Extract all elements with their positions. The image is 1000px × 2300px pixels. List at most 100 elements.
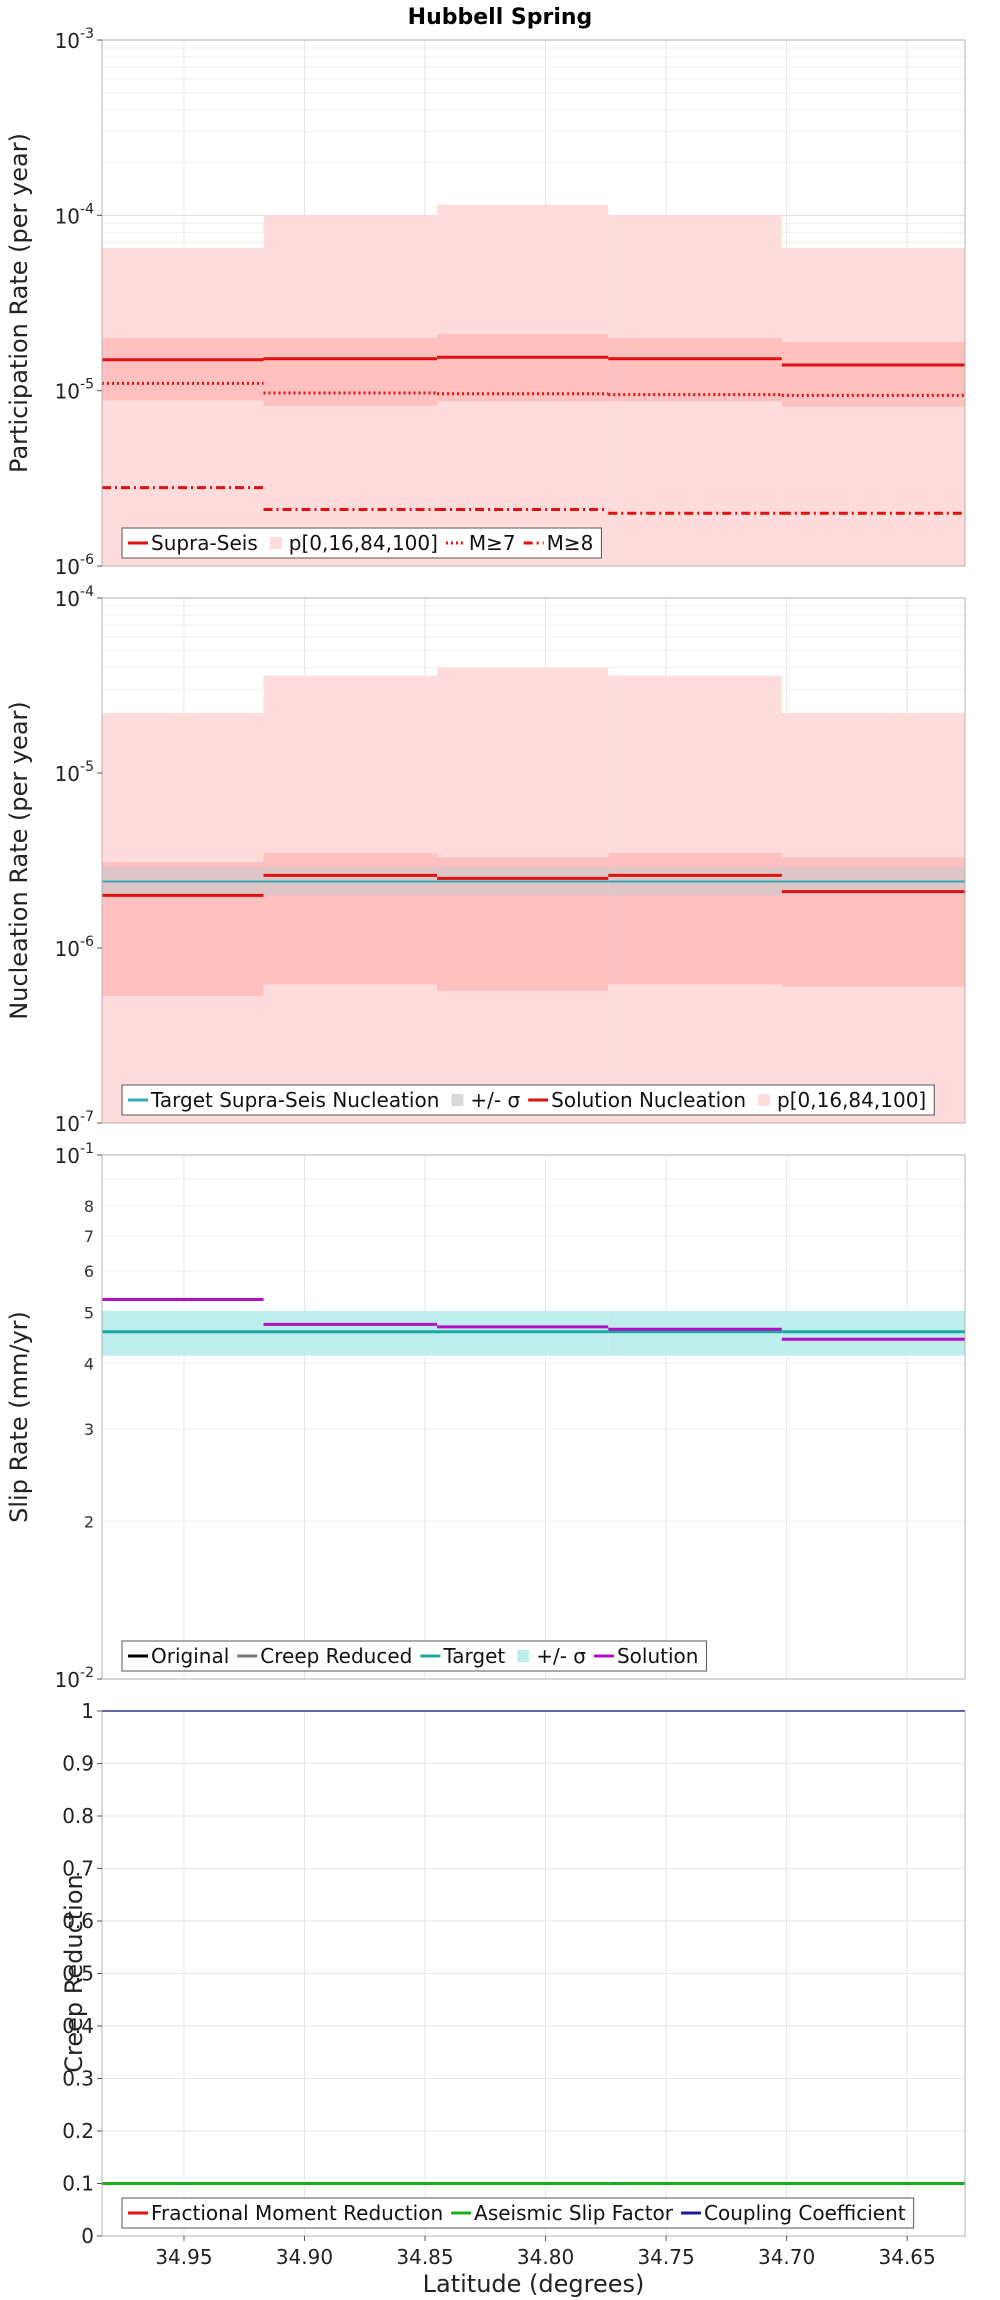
- legend-label: Fractional Moment Reduction: [151, 2201, 443, 2225]
- y-tick-label: 10-1: [55, 1141, 94, 1168]
- legend: Original Creep Reduced Target +/- σ Solution: [121, 1640, 707, 1672]
- band-segment: [781, 248, 965, 566]
- y-tick-label: 0.8: [62, 1804, 94, 1828]
- legend-label: Creep Reduced: [260, 1644, 412, 1668]
- legend-item: Aseismic Slip Factor: [451, 2201, 674, 2225]
- y-tick-labels: 1 0.9 0.8 0.7 0.6 0.5 0.4 0.3 0.2 0.1 0: [62, 1699, 102, 2248]
- y-axis-label: Nucleation Rate (per year): [5, 701, 33, 1020]
- legend-swatch: [758, 1094, 771, 1106]
- legend-label: p[0,16,84,100]: [777, 1088, 926, 1112]
- plot-frame: [101, 597, 966, 1124]
- band-segment: [781, 1310, 965, 1356]
- y-tick-label: 10-6: [55, 934, 95, 961]
- y-minor-tick-label: 2: [84, 1512, 94, 1531]
- series-supra-seis: [102, 355, 965, 367]
- y-axis-label: Participation Rate (per year): [5, 133, 33, 473]
- legend-item: p[0,16,84,100]: [269, 531, 438, 555]
- legend-item: +/- σ: [517, 1644, 586, 1668]
- legend-label: +/- σ: [470, 1088, 520, 1112]
- chart-title: Hubbell Spring: [408, 5, 593, 30]
- x-tick-label: 34.95: [155, 2245, 212, 2269]
- legend-item: Target: [420, 1644, 505, 1668]
- legend-swatch: [517, 1650, 530, 1662]
- legend-label: Target: [442, 1644, 505, 1668]
- y-tick-label: 0.5: [62, 1962, 94, 1986]
- series-band-1: [102, 334, 965, 407]
- legend-box: [121, 2197, 915, 2229]
- y-tick-label: 10-4: [55, 584, 95, 611]
- legend-item: M≥8: [523, 531, 594, 555]
- y-tick-label: 0.1: [62, 2172, 94, 2196]
- panel-4: 1 0.9 0.8 0.7 0.6 0.5 0.4 0.3 0.2 0.1 0 Creep Reduc…: [60, 1699, 966, 2248]
- legend-item: p[0,16,84,100]: [758, 1088, 926, 1112]
- y-tick-label: 10-5: [55, 759, 94, 786]
- legend-item: Creep Reduced: [237, 1644, 412, 1668]
- y-tick-label: 10-5: [55, 377, 94, 404]
- legend-label: Solution: [617, 1644, 698, 1668]
- legend: Fractional Moment Reduction Aseismic Slip…: [121, 2197, 915, 2229]
- y-minor-tick-label: 7: [84, 1227, 94, 1246]
- plot-frame: [101, 39, 966, 567]
- y-tick-label: 0.4: [62, 2014, 94, 2038]
- legend-label: M≥7: [469, 531, 516, 555]
- band-segment: [102, 337, 264, 401]
- x-tick-label: 34.85: [396, 2245, 453, 2269]
- y-minor-tick-label: 8: [84, 1197, 94, 1216]
- band-segment: [437, 1310, 609, 1356]
- panel-1: 10-3 10-4 10-5 10-6 Participation Rate (per …: [5, 26, 966, 579]
- x-tick-labels: 34.95 34.90 34.85 34.80 34.75 34.70 34.65: [155, 2236, 936, 2269]
- x-tick-label: 34.75: [637, 2245, 694, 2269]
- legend-item: M≥7: [445, 531, 516, 555]
- legend-item: Supra-Seis: [128, 531, 258, 555]
- y-tick-label: 1: [81, 1699, 94, 1723]
- y-tick-label: 0.2: [62, 2119, 94, 2143]
- band-segment: [263, 337, 438, 406]
- y-tick-label: 10-2: [55, 1665, 94, 1692]
- x-tick-label: 34.90: [276, 2245, 333, 2269]
- legend-item: Target Supra-Seis Nucleation: [128, 1088, 439, 1112]
- band-segment: [263, 1310, 438, 1356]
- plot-area: [102, 1155, 965, 1679]
- legend-label: p[0,16,84,100]: [289, 531, 438, 555]
- x-tick-label: 34.65: [879, 2245, 936, 2269]
- x-tick-label: 34.70: [758, 2245, 815, 2269]
- legend-item: +/- σ: [451, 1088, 520, 1112]
- y-tick-labels: 10-3 10-4 10-5 10-6: [55, 26, 102, 579]
- band-segment: [102, 248, 264, 566]
- legend-label: Original: [151, 1644, 229, 1668]
- y-tick-labels: 10-4 10-5 10-6 10-7: [55, 584, 102, 1136]
- legend-label: Target Supra-Seis Nucleation: [150, 1088, 439, 1112]
- band-segment: [102, 1310, 264, 1356]
- legend: Target Supra-Seis Nucleation +/- σ Solutio…: [121, 1084, 935, 1116]
- legend-label: Supra-Seis: [151, 531, 258, 555]
- x-tick-label: 34.80: [517, 2245, 574, 2269]
- y-tick-label: 10-3: [55, 26, 94, 53]
- band-segment: [608, 337, 782, 402]
- legend-item: Coupling Coefficient: [681, 2201, 906, 2225]
- y-tick-label: 0: [81, 2224, 94, 2248]
- series--: [102, 1310, 965, 1356]
- legend: Supra-Seis p[0,16,84,100] M≥7 M≥8: [121, 527, 602, 559]
- y-axis-label: Slip Rate (mm/yr): [5, 1311, 33, 1523]
- band-segment: [781, 341, 965, 407]
- legend-label: +/- σ: [536, 1644, 586, 1668]
- series-p-0-16-84-100-: [102, 204, 965, 567]
- legend-swatch: [451, 1094, 464, 1106]
- y-tick-label: 0.6: [62, 1909, 94, 1933]
- series-solution-nucleation: [102, 873, 965, 897]
- series-m-8: [102, 486, 965, 515]
- legend-swatch: [269, 537, 282, 549]
- legend-label: M≥8: [547, 531, 594, 555]
- y-tick-label: 10-4: [55, 201, 95, 228]
- legend-label: Aseismic Slip Factor: [474, 2201, 674, 2225]
- plot-frame: [101, 1154, 966, 1680]
- panel-2: 10-4 10-5 10-6 10-7 Nucleation Rate (per yea…: [5, 584, 966, 1136]
- legend-box: [121, 1084, 935, 1116]
- band-segment: [608, 1310, 782, 1356]
- legend-item: Fractional Moment Reduction: [128, 2201, 443, 2225]
- legend-box: [121, 527, 602, 559]
- panel-3: 10-1 10-2 2 3 4 5 6 7 8 Slip Rate (mm/yr) Original…: [5, 1141, 966, 1692]
- y-tick-label: 0.3: [62, 2067, 94, 2091]
- legend-label: Coupling Coefficient: [704, 2201, 906, 2225]
